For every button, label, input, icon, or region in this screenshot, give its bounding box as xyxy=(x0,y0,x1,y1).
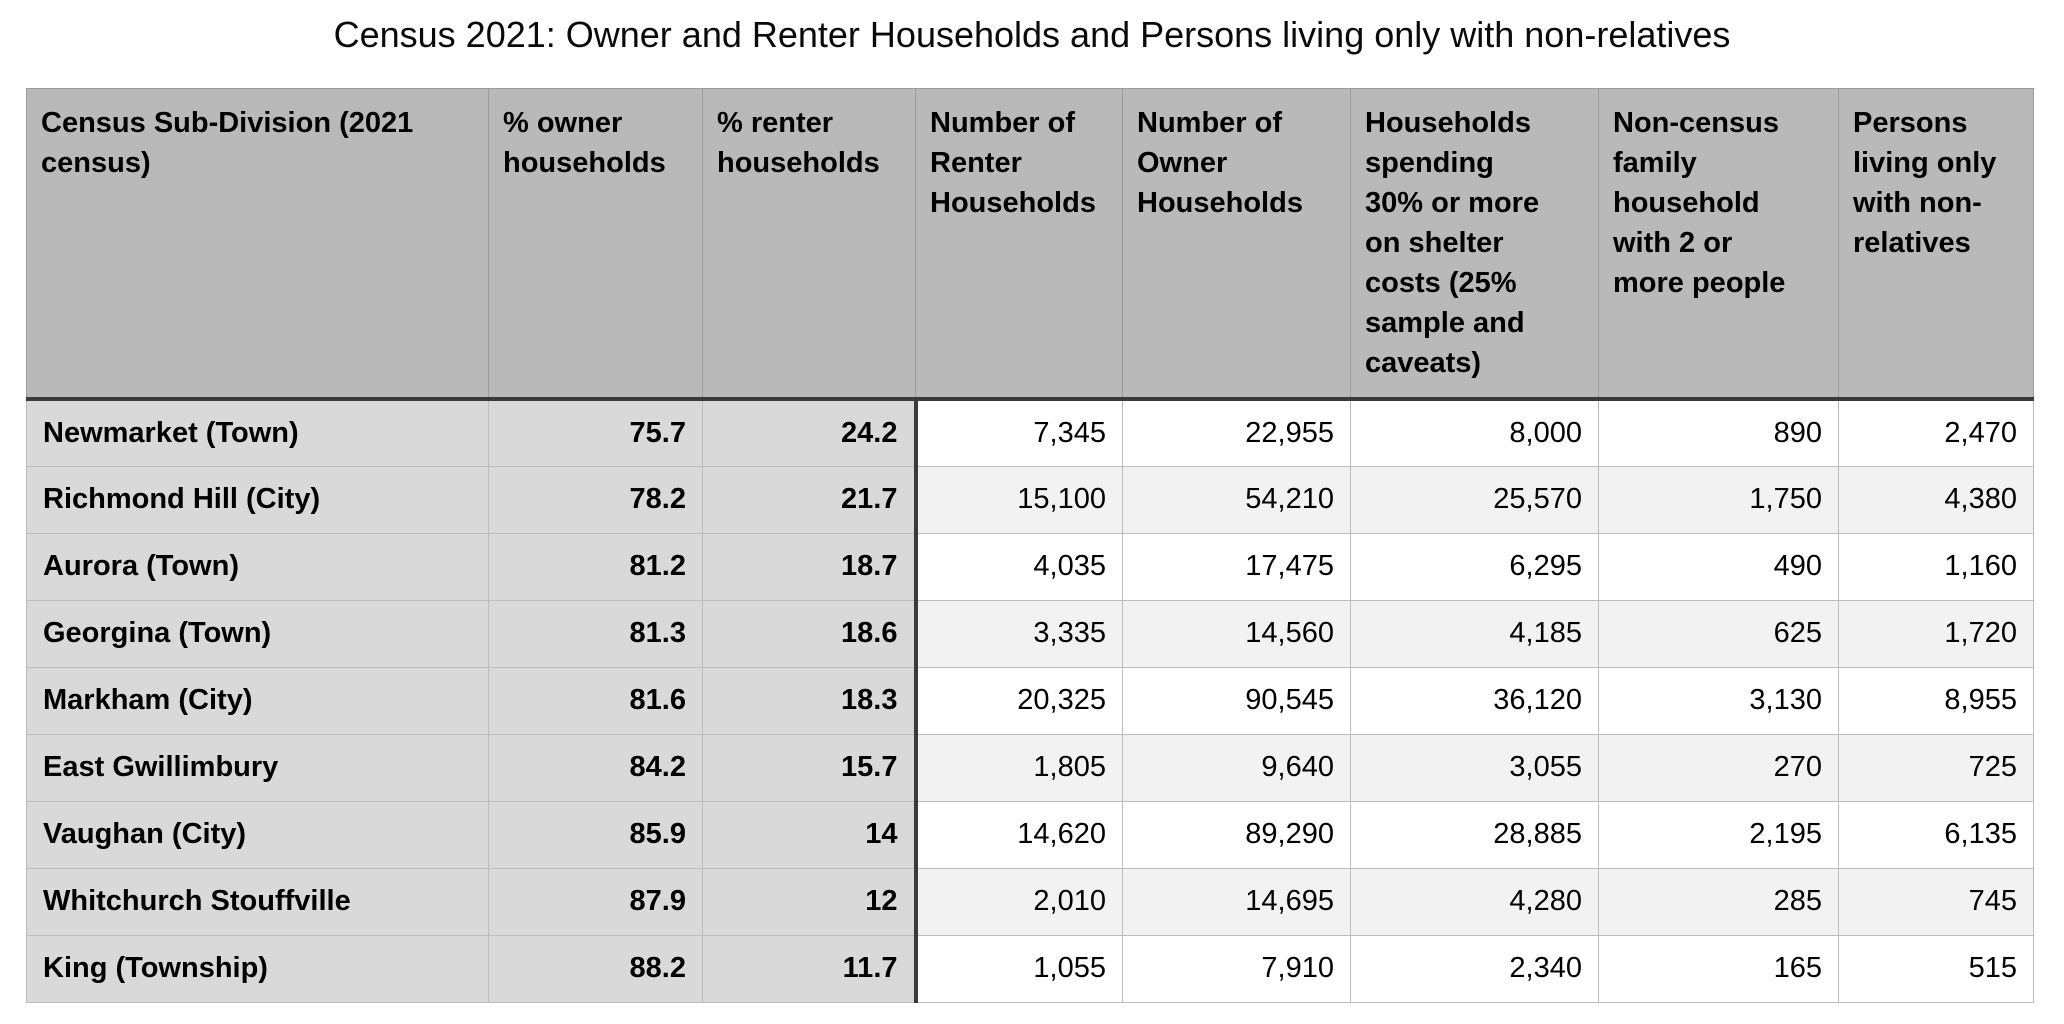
table-row: Newmarket (Town) 75.7 24.2 7,345 22,955 8,000… xyxy=(26,398,2034,467)
column-header-shelter-cost-30: Households spending 30% or more on shelt… xyxy=(1350,88,1599,401)
cell-pct-renter: 18.3 xyxy=(702,666,918,735)
cell-non-relatives: 515 xyxy=(1838,934,2034,1003)
cell-pct-owner: 85.9 xyxy=(488,800,703,869)
cell-owner-households: 14,560 xyxy=(1122,599,1351,668)
cell-pct-owner: 87.9 xyxy=(488,867,703,936)
cell-subdivision: King (Township) xyxy=(26,934,489,1003)
cell-pct-renter: 15.7 xyxy=(702,733,918,802)
cell-shelter-cost-30: 4,280 xyxy=(1350,867,1599,936)
cell-non-census-family: 285 xyxy=(1598,867,1839,936)
cell-shelter-cost-30: 4,185 xyxy=(1350,599,1599,668)
cell-renter-households: 4,035 xyxy=(915,532,1123,601)
cell-pct-owner: 88.2 xyxy=(488,934,703,1003)
cell-renter-households: 3,335 xyxy=(915,599,1123,668)
cell-shelter-cost-30: 2,340 xyxy=(1350,934,1599,1003)
column-header-pct-owner: % owner households xyxy=(488,88,703,401)
cell-pct-owner: 81.3 xyxy=(488,599,703,668)
header-row: Census Sub-Division (2021 census) % owne… xyxy=(26,88,2034,401)
cell-pct-owner: 75.7 xyxy=(488,398,703,467)
cell-pct-owner: 81.6 xyxy=(488,666,703,735)
cell-pct-renter: 14 xyxy=(702,800,918,869)
cell-owner-households: 54,210 xyxy=(1122,465,1351,534)
cell-non-relatives: 4,380 xyxy=(1838,465,2034,534)
cell-non-census-family: 890 xyxy=(1598,398,1839,467)
cell-non-relatives: 6,135 xyxy=(1838,800,2034,869)
cell-pct-owner: 81.2 xyxy=(488,532,703,601)
cell-pct-owner: 78.2 xyxy=(488,465,703,534)
cell-renter-households: 1,805 xyxy=(915,733,1123,802)
cell-owner-households: 17,475 xyxy=(1122,532,1351,601)
cell-owner-households: 89,290 xyxy=(1122,800,1351,869)
cell-subdivision: Whitchurch Stouffville xyxy=(26,867,489,936)
cell-non-census-family: 490 xyxy=(1598,532,1839,601)
cell-non-relatives: 2,470 xyxy=(1838,398,2034,467)
cell-pct-renter: 18.7 xyxy=(702,532,918,601)
cell-renter-households: 20,325 xyxy=(915,666,1123,735)
cell-non-census-family: 1,750 xyxy=(1598,465,1839,534)
cell-non-relatives: 8,955 xyxy=(1838,666,2034,735)
cell-subdivision: Vaughan (City) xyxy=(26,800,489,869)
cell-pct-renter: 18.6 xyxy=(702,599,918,668)
table-row: Georgina (Town) 81.3 18.6 3,335 14,560 4,185 6… xyxy=(26,599,2034,668)
table-row: Richmond Hill (City) 78.2 21.7 15,100 54,210… xyxy=(26,465,2034,534)
cell-owner-households: 9,640 xyxy=(1122,733,1351,802)
census-table: Census Sub-Division (2021 census) % owne… xyxy=(26,88,2034,1003)
table-body: Newmarket (Town) 75.7 24.2 7,345 22,955 8,000… xyxy=(26,398,2034,1003)
table-row: King (Township) 88.2 11.7 1,055 7,910 2,340 16… xyxy=(26,934,2034,1003)
cell-non-relatives: 745 xyxy=(1838,867,2034,936)
table-row: Aurora (Town) 81.2 18.7 4,035 17,475 6,295 490… xyxy=(26,532,2034,601)
column-header-renter-households: Number of Renter Households xyxy=(915,88,1123,401)
column-header-non-census-family: Non-census family household with 2 or mo… xyxy=(1598,88,1839,401)
cell-renter-households: 1,055 xyxy=(915,934,1123,1003)
cell-non-census-family: 270 xyxy=(1598,733,1839,802)
cell-subdivision: Richmond Hill (City) xyxy=(26,465,489,534)
cell-subdivision: Markham (City) xyxy=(26,666,489,735)
cell-shelter-cost-30: 25,570 xyxy=(1350,465,1599,534)
cell-pct-owner: 84.2 xyxy=(488,733,703,802)
column-header-subdivision: Census Sub-Division (2021 census) xyxy=(26,88,489,401)
cell-shelter-cost-30: 28,885 xyxy=(1350,800,1599,869)
cell-subdivision: Aurora (Town) xyxy=(26,532,489,601)
cell-non-census-family: 3,130 xyxy=(1598,666,1839,735)
cell-pct-renter: 11.7 xyxy=(702,934,918,1003)
cell-non-census-family: 165 xyxy=(1598,934,1839,1003)
cell-renter-households: 2,010 xyxy=(915,867,1123,936)
cell-non-relatives: 1,720 xyxy=(1838,599,2034,668)
cell-non-census-family: 625 xyxy=(1598,599,1839,668)
cell-owner-households: 90,545 xyxy=(1122,666,1351,735)
cell-shelter-cost-30: 8,000 xyxy=(1350,398,1599,467)
cell-shelter-cost-30: 3,055 xyxy=(1350,733,1599,802)
cell-pct-renter: 21.7 xyxy=(702,465,918,534)
table-row: Vaughan (City) 85.9 14 14,620 89,290 28,885 2,… xyxy=(26,800,2034,869)
table-row: East Gwillimbury 84.2 15.7 1,805 9,640 3,055 2… xyxy=(26,733,2034,802)
column-header-non-relatives: Persons living only with non- relatives xyxy=(1838,88,2034,401)
cell-pct-renter: 12 xyxy=(702,867,918,936)
cell-non-relatives: 725 xyxy=(1838,733,2034,802)
cell-non-census-family: 2,195 xyxy=(1598,800,1839,869)
page-title: Census 2021: Owner and Renter Households… xyxy=(333,14,1731,55)
cell-pct-renter: 24.2 xyxy=(702,398,918,467)
cell-non-relatives: 1,160 xyxy=(1838,532,2034,601)
table-row: Whitchurch Stouffville 87.9 12 2,010 14,695 4… xyxy=(26,867,2034,936)
cell-subdivision: Georgina (Town) xyxy=(26,599,489,668)
table-row: Markham (City) 81.6 18.3 20,325 90,545 36,120… xyxy=(26,666,2034,735)
cell-subdivision: Newmarket (Town) xyxy=(26,398,489,467)
cell-shelter-cost-30: 36,120 xyxy=(1350,666,1599,735)
cell-renter-households: 15,100 xyxy=(915,465,1123,534)
cell-shelter-cost-30: 6,295 xyxy=(1350,532,1599,601)
cell-owner-households: 7,910 xyxy=(1122,934,1351,1003)
cell-renter-households: 7,345 xyxy=(915,398,1123,467)
cell-renter-households: 14,620 xyxy=(915,800,1123,869)
cell-subdivision: East Gwillimbury xyxy=(26,733,489,802)
cell-owner-households: 14,695 xyxy=(1122,867,1351,936)
column-header-pct-renter: % renter households xyxy=(702,88,916,401)
cell-owner-households: 22,955 xyxy=(1122,398,1351,467)
column-header-owner-households: Number of Owner Households xyxy=(1122,88,1351,401)
